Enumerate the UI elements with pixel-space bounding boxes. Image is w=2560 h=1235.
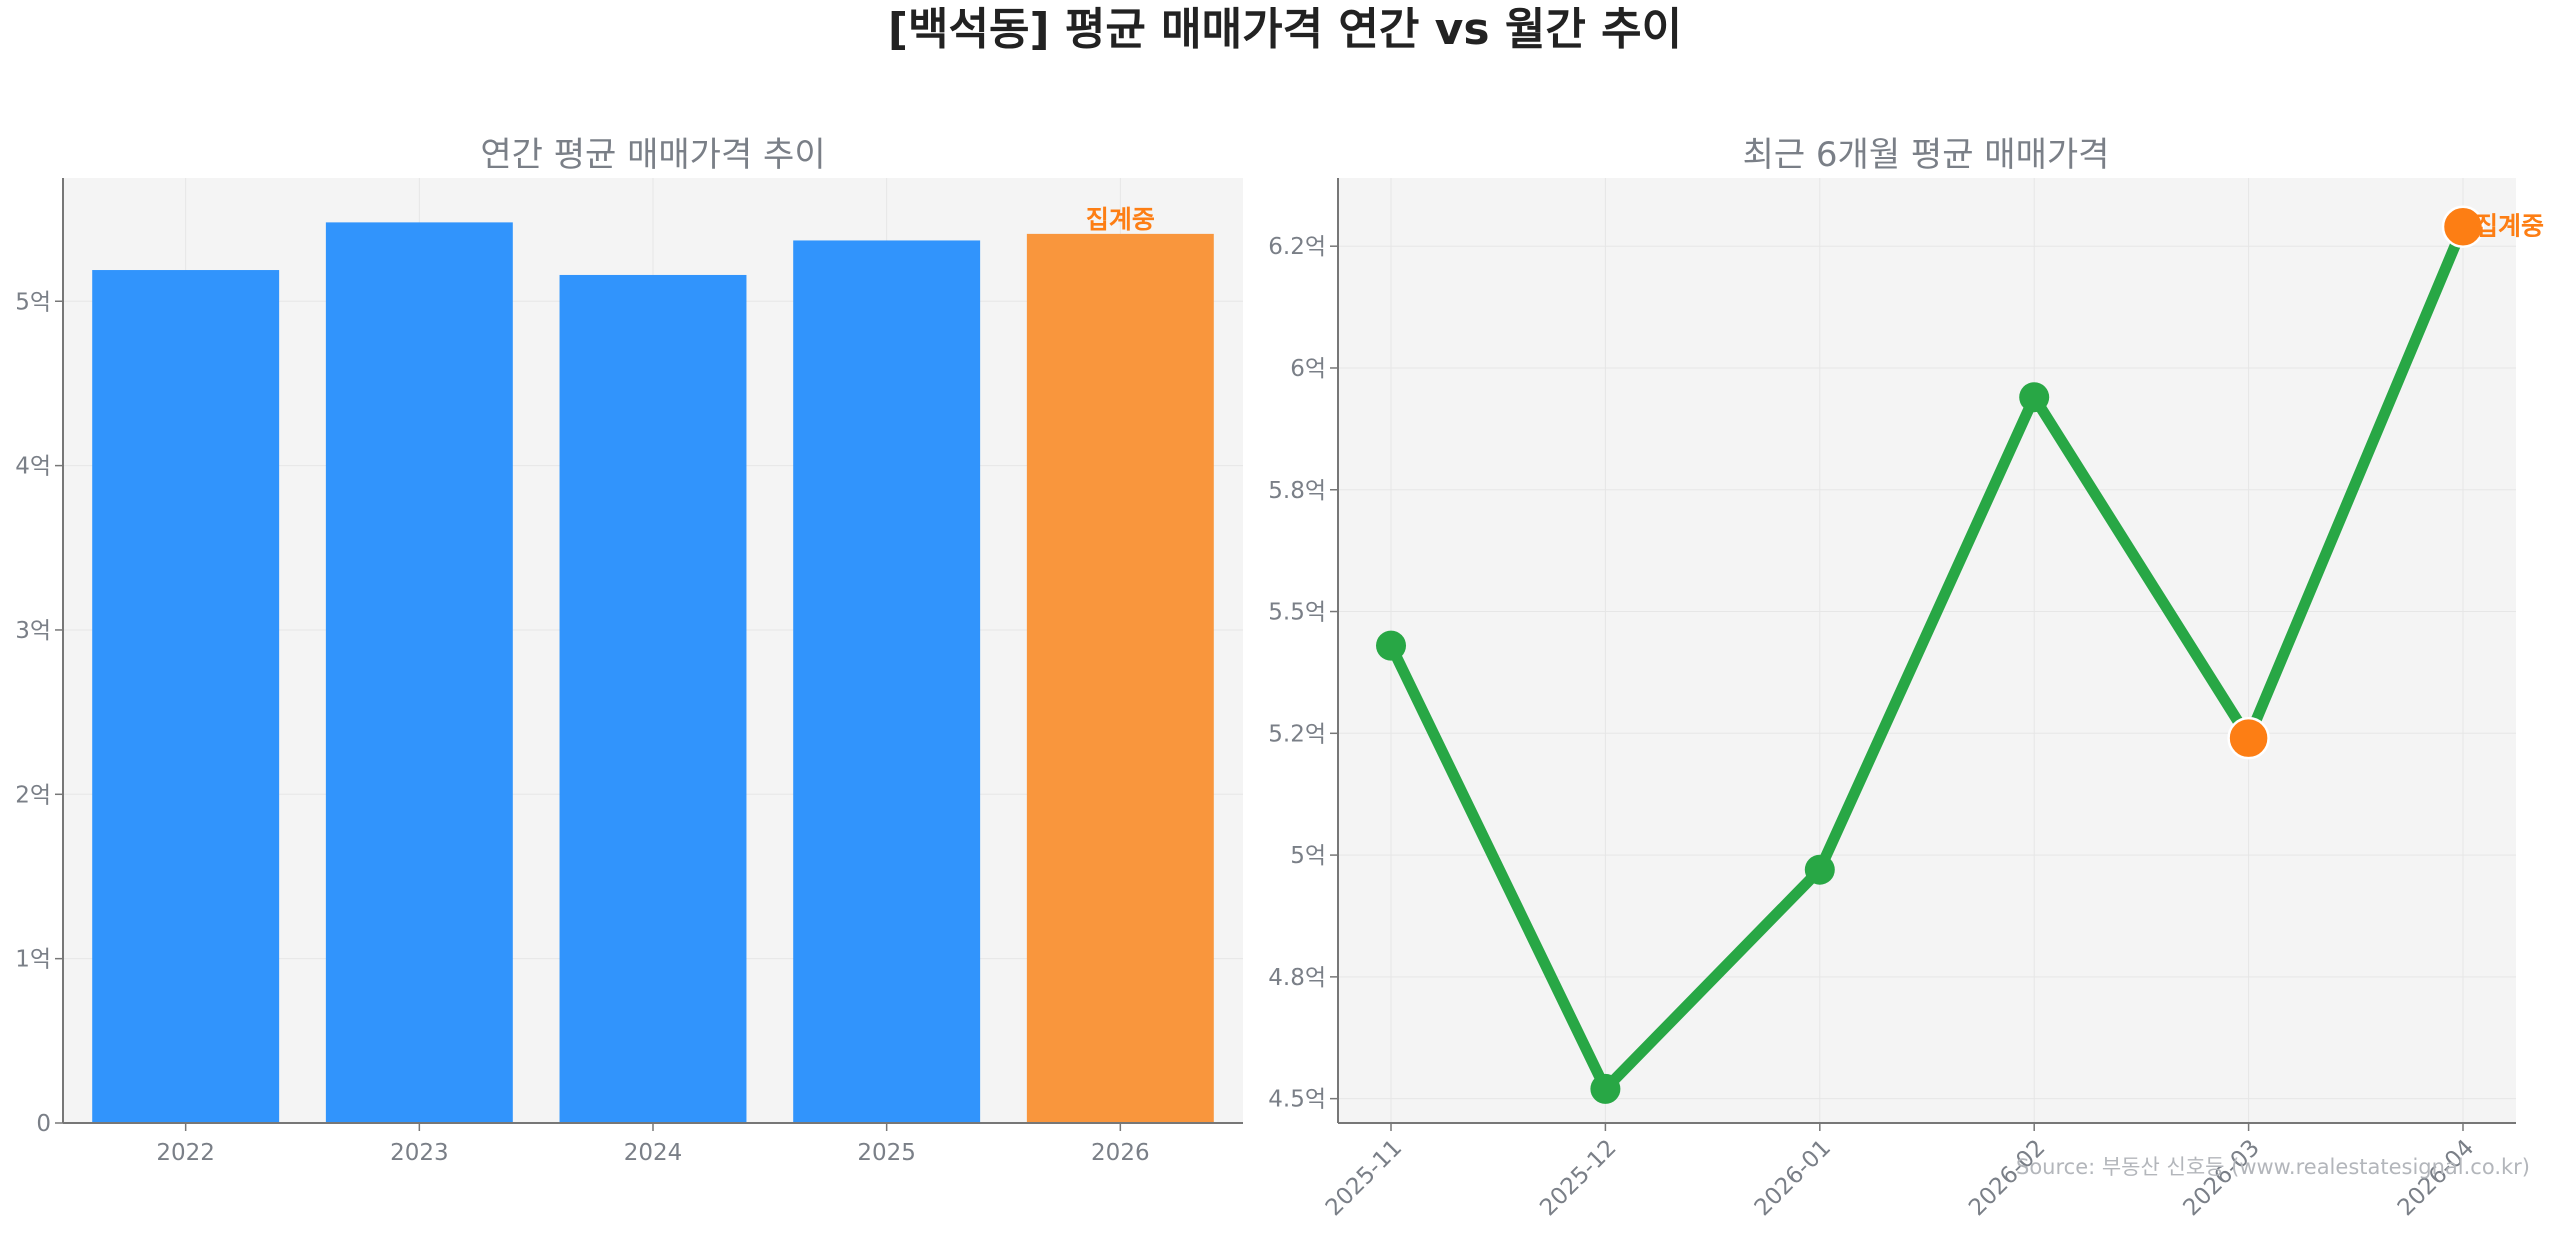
bar-2026: [1026, 233, 1214, 1123]
y-tick-label: 0: [36, 1111, 51, 1137]
y-tick-label: 2억: [15, 782, 51, 808]
bar-2022: [92, 270, 280, 1123]
y-tick-label: 5.8억: [1268, 478, 1326, 504]
y-tick-label: 4.5억: [1268, 1087, 1326, 1113]
bar-2024: [559, 274, 747, 1123]
point-2026-03: [2227, 716, 2270, 760]
x-tick-label: 2025: [857, 1140, 916, 1166]
point-2026-01: [1804, 854, 1835, 885]
line-series: [1376, 205, 2485, 1104]
monthly-line-chart: 최근 6개월 평균 매매가격 4.5억 4.8억 5억 5.2억 5.5억 5.8억 6억 6…: [1268, 135, 2544, 1221]
bar-annotation: 집계중: [1086, 205, 1155, 234]
point-2026-02: [2019, 382, 2050, 413]
axes: [1330, 178, 2516, 1131]
annual-chart-title: 연간 평균 매매가격 추이: [480, 135, 825, 175]
price-line: [1385, 221, 2469, 1095]
x-tick-label: 2022: [156, 1140, 215, 1166]
bar-2025: [793, 240, 981, 1124]
monthly-chart-title: 최근 6개월 평균 매매가격: [1743, 135, 2110, 175]
x-tick-label: 2023: [390, 1140, 449, 1166]
x-tick-label: 2024: [624, 1140, 683, 1166]
y-tick-label: 4억: [15, 454, 51, 480]
annual-bar-chart: 연간 평균 매매가격 추이 0 1억 2억 3억 4억 5억 2022 2023 2024 202…: [15, 135, 1243, 1166]
axes: [55, 178, 1243, 1131]
x-tick-label: 2026-01: [1750, 1135, 1836, 1221]
bar-2023: [325, 222, 513, 1124]
y-tick-label: 5억: [15, 289, 51, 315]
y-tick-label: 5억: [1290, 843, 1326, 869]
point-2025-12: [1590, 1073, 1621, 1104]
point-2026-04: [2441, 205, 2485, 248]
y-tick-label: 6억: [1290, 356, 1326, 382]
x-tick-label: 2025-11: [1321, 1135, 1407, 1221]
figure-title: [백석동] 평균 매매가격 연간 vs 월간 추이: [888, 4, 1682, 55]
y-tick-label: 6.2억: [1268, 234, 1326, 260]
y-tick-label: 4.8억: [1268, 965, 1326, 991]
bars: [92, 222, 1214, 1124]
x-tick-label: 2026: [1091, 1140, 1150, 1166]
line-annotation: 집계중: [2475, 212, 2544, 241]
plot-background: [1338, 178, 2516, 1123]
tick-labels: 0 1억 2억 3억 4억 5억 2022 2023 2024 2025 2026 집계중: [15, 205, 1155, 1166]
x-tick-label: 2025-12: [1535, 1135, 1621, 1221]
y-tick-label: 1억: [15, 947, 51, 973]
y-tick-label: 3억: [15, 618, 51, 644]
y-tick-label: 5.2억: [1268, 721, 1326, 747]
point-2025-11: [1376, 630, 1407, 661]
source-note: Source: 부동산 신호등 (www.realestatesignal.co…: [2016, 1155, 2530, 1179]
y-tick-label: 5.5억: [1268, 600, 1326, 626]
